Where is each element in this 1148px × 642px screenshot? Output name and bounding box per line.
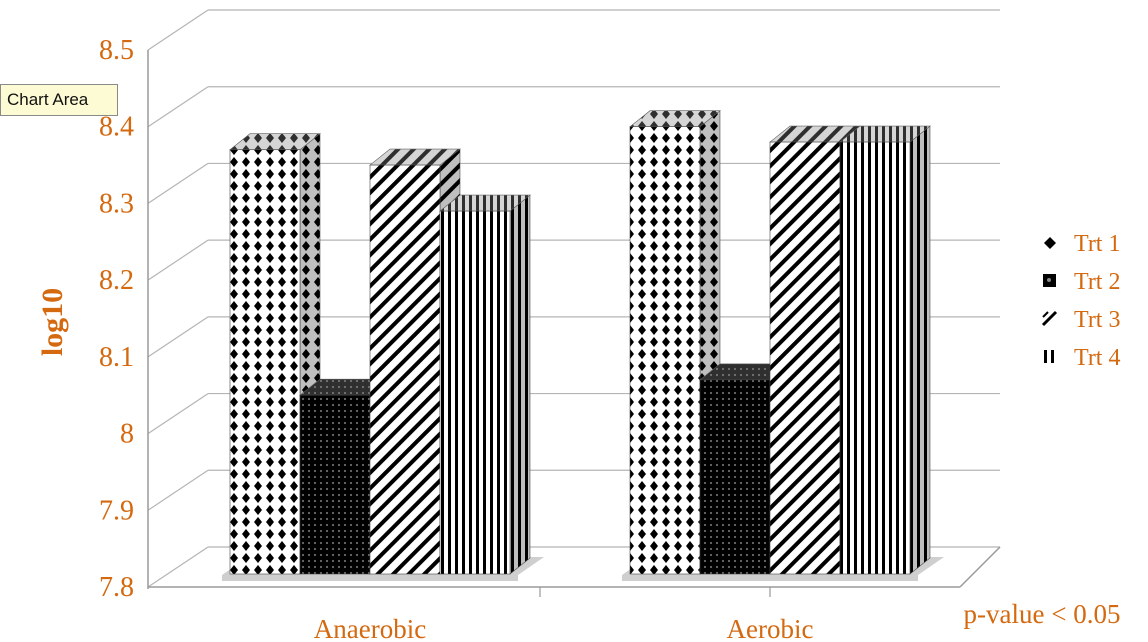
bar-front bbox=[629, 126, 701, 575]
legend-label: Trt 2 bbox=[1074, 269, 1120, 295]
bar-top-shade bbox=[370, 149, 460, 166]
bar bbox=[839, 125, 931, 575]
x-tick-label: Aerobic bbox=[727, 614, 814, 642]
chart-area-tooltip: Chart Area bbox=[0, 84, 118, 116]
legend-swatch bbox=[1044, 237, 1056, 249]
legend-swatch bbox=[1044, 350, 1054, 363]
bar-front bbox=[369, 164, 441, 575]
bar bbox=[229, 133, 321, 575]
bar-front bbox=[299, 394, 371, 575]
legend-item: Trt 1 bbox=[1044, 231, 1120, 257]
legend-item: Trt 2 bbox=[1043, 269, 1120, 295]
bar-side-shade bbox=[910, 126, 930, 575]
y-tick-label: 8.2 bbox=[99, 265, 134, 296]
x-axis-depth bbox=[959, 546, 1001, 588]
bar-top-shade bbox=[770, 126, 860, 143]
gridline-side bbox=[147, 393, 209, 435]
gridline-side bbox=[147, 316, 209, 358]
legend-swatch bbox=[1043, 274, 1056, 287]
gridline-side bbox=[147, 546, 209, 588]
bar-front bbox=[699, 379, 771, 575]
bar-top-shade bbox=[630, 110, 720, 127]
y-tick-label: 8.4 bbox=[99, 112, 134, 143]
legend: Trt 1 Trt 2 Trt 3 Trt 4 bbox=[1041, 231, 1120, 371]
legend-swatch bbox=[1041, 310, 1058, 327]
legend-label: Trt 1 bbox=[1074, 231, 1120, 257]
x-tick-label: Anaerobic bbox=[314, 614, 426, 642]
axes bbox=[147, 50, 1001, 597]
legend-item: Trt 4 bbox=[1044, 345, 1120, 371]
bar-side-shade bbox=[510, 195, 530, 574]
axis-labels: 7.8 7.9 8 8.1 8.2 8.3 8.4 8.5 Anaerobic Aerobic bbox=[99, 35, 813, 642]
y-tick-label: 7.8 bbox=[99, 572, 134, 603]
bar-top-shade bbox=[230, 133, 320, 150]
gridline-side bbox=[147, 162, 209, 204]
y-tick-label: 8.3 bbox=[99, 188, 134, 219]
annotation-p-value: p-value < 0.05 bbox=[964, 599, 1121, 629]
bar-top-shade bbox=[440, 195, 530, 212]
legend-label: Trt 3 bbox=[1074, 307, 1120, 333]
bars bbox=[229, 110, 931, 575]
gridline-side bbox=[147, 86, 209, 128]
bar bbox=[439, 194, 531, 575]
legend-label: Trt 4 bbox=[1074, 345, 1120, 371]
y-tick-label: 7.9 bbox=[99, 495, 134, 526]
bar-front bbox=[439, 210, 511, 575]
bar-top-shade bbox=[300, 379, 390, 396]
y-tick-label: 8.5 bbox=[99, 35, 134, 66]
bar-front bbox=[229, 149, 301, 575]
y-tick-label: 8 bbox=[120, 419, 134, 450]
bar-front bbox=[839, 141, 911, 575]
gridline-side bbox=[147, 9, 209, 51]
bar-front bbox=[769, 141, 841, 575]
y-axis-label: log10 bbox=[36, 288, 69, 356]
legend-item: Trt 3 bbox=[1041, 307, 1120, 333]
bar-top-shade bbox=[700, 363, 790, 380]
bar-top-shade bbox=[840, 126, 930, 143]
y-tick-label: 8.1 bbox=[99, 342, 134, 373]
gridline-side bbox=[147, 469, 209, 511]
gridline-side bbox=[147, 239, 209, 281]
